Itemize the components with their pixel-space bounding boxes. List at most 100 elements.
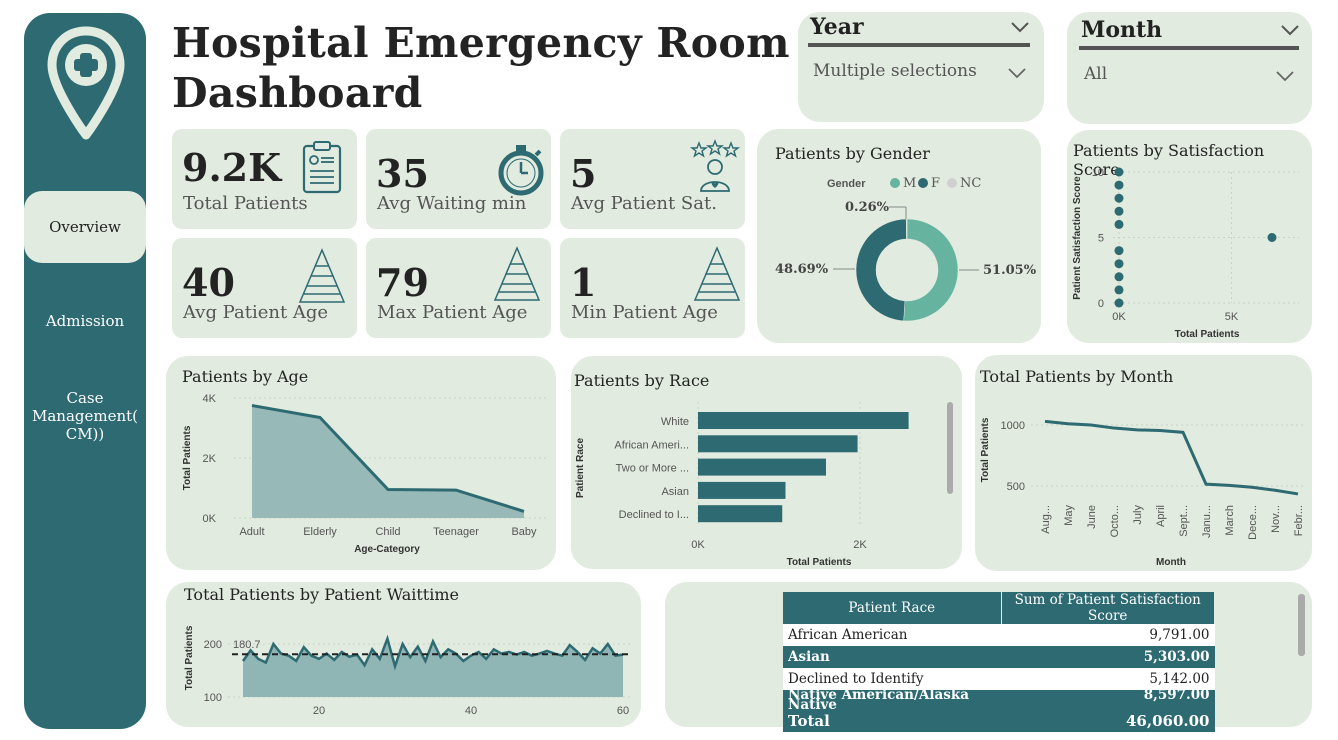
nav-overview[interactable]: Overview: [24, 191, 146, 263]
y-tick-label: Two or More ...: [616, 463, 689, 475]
table-cell: 46,060.00: [1001, 710, 1215, 732]
page-title-line2: Dashboard: [172, 69, 423, 117]
x-tick-label: Child: [375, 526, 400, 538]
kpi-value: 79: [376, 260, 429, 305]
nav-admission[interactable]: Admission: [45, 312, 125, 330]
month-line: [1044, 419, 1299, 496]
pyramid-icon: [493, 246, 541, 301]
table-row[interactable]: Declined to Identify 5,142.00: [783, 668, 1215, 690]
kpi-label: Avg Patient Age: [183, 302, 329, 323]
y-tick-label: 200: [204, 639, 222, 651]
chevron-down-icon[interactable]: [1275, 70, 1295, 82]
table-cell: 5,142.00: [1001, 668, 1215, 690]
race-bar: [698, 458, 826, 476]
x-tick-label: Dece...: [1247, 505, 1259, 540]
table-row[interactable]: Native American/Alaska Native 8,597.00: [783, 690, 1215, 710]
scrollbar[interactable]: [947, 402, 953, 494]
scatter-point: [1114, 259, 1124, 269]
data-label: 51.05%: [983, 263, 1037, 278]
nav-case-management[interactable]: Case Management( CM)): [31, 389, 139, 443]
month-slicer[interactable]: Month All: [1067, 12, 1312, 124]
x-axis-title: Total Patients: [787, 557, 852, 568]
chevron-down-icon[interactable]: [1280, 24, 1300, 36]
clipboard-icon: [302, 141, 342, 194]
waittime-chart-card: Total Patients by Patient Waittime 200 10…: [166, 582, 641, 727]
gender-chart-card: Patients by Gender Gender M F NC 51.05% 48.6…: [757, 129, 1041, 343]
x-tick-label: Febr...: [1293, 505, 1305, 536]
age-area-chart[interactable]: 4K 2K 0K Adult Elderly Child Teenager Baby Age-C…: [166, 356, 556, 570]
kpi-value: 5: [570, 151, 597, 196]
chevron-down-icon[interactable]: [1007, 67, 1027, 79]
chart-title: Patients by Race: [574, 371, 710, 390]
race-bar: [698, 505, 783, 523]
kpi-label: Min Patient Age: [571, 302, 718, 323]
y-tick-label: 1000: [1001, 420, 1025, 432]
y-tick-label: 0: [1098, 298, 1104, 310]
x-tick-label: April: [1155, 505, 1167, 527]
x-tick-label: June: [1086, 505, 1098, 529]
waittime-area-chart[interactable]: 200 100 180.7 20 40 60 Total Patients: [166, 582, 641, 727]
kpi-card-total-patients: 9.2K Total Patients: [172, 129, 357, 229]
month-slicer-value[interactable]: All: [1084, 64, 1108, 84]
x-tick-label: March: [1224, 505, 1236, 536]
year-slicer-value[interactable]: Multiple selections: [813, 61, 977, 81]
chart-title: Patients by Satisfaction Score: [1073, 141, 1265, 179]
data-label: 48.69%: [775, 262, 829, 277]
x-tick-label: Elderly: [303, 526, 337, 538]
scatter-point: [1114, 298, 1124, 308]
chart-title: Patients by Gender: [775, 144, 930, 163]
scatter-point: [1114, 272, 1124, 282]
year-slicer[interactable]: Year Multiple selections: [798, 12, 1044, 122]
page-title: Hospital Emergency Room Dashboard: [172, 18, 790, 118]
satisfaction-scatter[interactable]: 10 5 0 0K 5K Total Patients Patient Satisfacti…: [1067, 130, 1312, 343]
scatter-point: [1114, 285, 1124, 295]
donut-slice-M: [903, 218, 959, 322]
table-cell: 5,303.00: [1001, 646, 1215, 668]
legend-label: M: [903, 176, 916, 191]
kpi-value: 1: [570, 260, 597, 305]
legend-label: F: [931, 176, 940, 191]
gender-donut[interactable]: 51.05% 48.69% 0.26%: [757, 129, 1041, 343]
scrollbar[interactable]: [1298, 594, 1305, 656]
pyramid-icon: [693, 246, 741, 301]
satisfaction-stars-icon: [689, 139, 741, 192]
table-header[interactable]: Sum of Patient Satisfaction Score: [1001, 592, 1215, 624]
stopwatch-icon: [498, 145, 544, 196]
scatter-point: [1114, 193, 1124, 203]
chart-title: Total Patients by Month: [980, 367, 1174, 386]
divider: [1079, 46, 1299, 50]
table-row[interactable]: Asian 5,303.00: [783, 646, 1215, 668]
table-header[interactable]: Patient Race: [783, 592, 1002, 624]
x-tick-label: Teenager: [433, 526, 479, 538]
kpi-value: 40: [182, 260, 235, 305]
x-tick-label: 0K: [691, 539, 705, 551]
x-axis-title: Age-Category: [354, 544, 420, 555]
scatter-point: [1114, 180, 1124, 190]
x-tick-label: Octo...: [1109, 505, 1121, 537]
race-bar-chart[interactable]: 0K 2K White African Ameri... Two or More ...…: [571, 356, 962, 569]
month-line-chart[interactable]: 1000 500 Aug... May June Octo... July April Sept…: [975, 355, 1312, 571]
x-tick-label: 20: [313, 705, 325, 717]
legend-marker: [890, 178, 900, 188]
chevron-down-icon[interactable]: [1010, 21, 1030, 33]
table-cell: African American: [783, 624, 1001, 646]
table-row[interactable]: African American 9,791.00: [783, 624, 1215, 646]
x-tick-label: Aug...: [1040, 505, 1052, 534]
race-bar: [698, 481, 786, 499]
kpi-label: Max Patient Age: [377, 302, 528, 323]
x-axis-title: Total Patients: [1175, 329, 1240, 340]
kpi-card-avg-satisfaction: 5 Avg Patient Sat.: [560, 129, 745, 229]
x-tick-label: 40: [465, 705, 477, 717]
table-cell: Total: [783, 710, 1001, 732]
y-tick-label: 5: [1098, 233, 1104, 245]
race-satisfaction-table[interactable]: Patient Race Sum of Patient Satisfaction…: [783, 592, 1215, 732]
area-fill: [243, 638, 623, 697]
y-tick-label: 10: [1092, 167, 1104, 179]
legend-marker: [947, 178, 957, 188]
kpi-card-avg-age: 40 Avg Patient Age: [172, 238, 357, 338]
y-axis-title: Total Patients: [184, 625, 195, 690]
table-cell: Native American/Alaska Native: [783, 690, 1001, 710]
y-tick-label: Declined to I...: [619, 509, 689, 521]
scatter-point: [1114, 206, 1124, 216]
table-cell: 9,791.00: [1001, 624, 1215, 646]
